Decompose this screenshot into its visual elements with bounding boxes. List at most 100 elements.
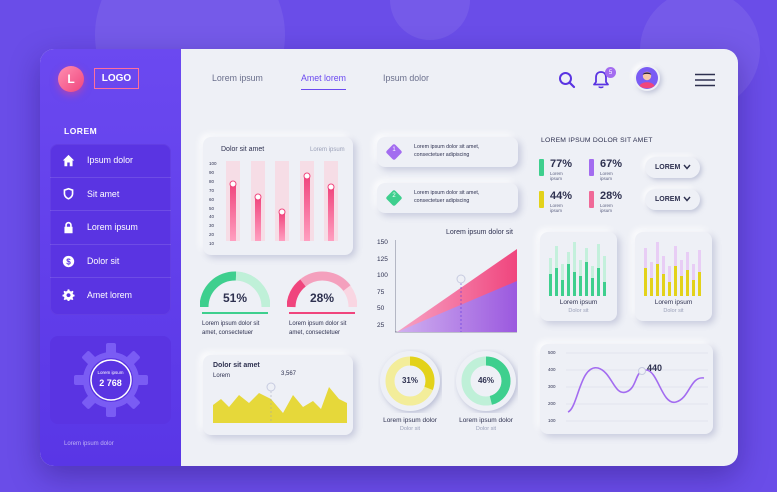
- tick-label: 30: [209, 223, 215, 229]
- bell-icon[interactable]: [592, 70, 610, 90]
- bar-chart: [226, 161, 338, 241]
- tick-label: 500: [548, 350, 556, 355]
- gauge-widget: 28% Lorem ipsum dolor sit amet, consecte…: [286, 269, 358, 336]
- tick-label: 100: [209, 161, 217, 166]
- ring-widget: 46% Lorem ipsum dolor Dolor sit: [454, 349, 518, 434]
- sidebar-section-title: LOREM: [64, 126, 98, 136]
- info-number: 2: [392, 193, 396, 199]
- bar: [279, 212, 285, 241]
- hamburger-menu-icon[interactable]: [694, 73, 716, 87]
- tick-label: 300: [548, 384, 556, 389]
- line-value: 440: [647, 363, 663, 373]
- bar: [230, 184, 236, 241]
- sidebar-item-ipsum-dolor[interactable]: Ipsum dolor: [50, 144, 171, 178]
- stat-value: 28%: [600, 190, 623, 202]
- mini-bar-card: Lorem ipsum Dolor sit: [635, 232, 712, 321]
- gauge-caption: Lorem ipsum dolor sit amet, consectetuer: [289, 321, 347, 336]
- widget-title: Lorem ipsum: [97, 370, 124, 375]
- tick-label: 10: [209, 241, 215, 247]
- sidebar-item-label: Ipsum dolor: [87, 155, 133, 166]
- gauge-value: 51%: [222, 291, 248, 305]
- stat-value: 44%: [550, 190, 573, 202]
- tick-label: 100: [377, 272, 388, 279]
- dashboard-window: L LOGO LOREM Ipsum dolor Sit amet Lorem …: [40, 49, 738, 466]
- ring-value: 46%: [477, 376, 494, 385]
- search-icon[interactable]: [558, 71, 576, 89]
- stat-label: Lorem ipsum: [550, 171, 563, 181]
- area-chart: [395, 240, 517, 333]
- info-line2: consectetuer adipiscing: [414, 152, 470, 158]
- mini-bar-card: Lorem ipsum Dolor sit: [540, 232, 617, 321]
- tick-label: 150: [377, 239, 388, 246]
- sidebar-item-label: Amet lorem: [87, 290, 132, 301]
- sidebar: L LOGO LOREM Ipsum dolor Sit amet Lorem …: [40, 49, 181, 466]
- card-value: 3,567: [281, 371, 297, 377]
- mini-bar-chart: [549, 242, 606, 296]
- ring-subtitle: Dolor sit: [399, 426, 421, 432]
- diamond-icon: [386, 144, 402, 160]
- gauge-value: 28%: [309, 291, 335, 305]
- area-chart-card: Dolor sit amet Lorem 3,567: [203, 355, 353, 435]
- card-label: Lorem: [213, 373, 231, 379]
- gauge-widget: 51% Lorem ipsum dolor sit amet, consecte…: [199, 269, 271, 336]
- info-item[interactable]: 1 Lorem ipsum dolor sit amet, consectetu…: [377, 137, 518, 167]
- dropdown-select[interactable]: LOREM: [645, 157, 700, 178]
- chevron-down-icon: [683, 164, 691, 170]
- bar: [328, 187, 334, 241]
- tick-label: 50: [209, 205, 215, 211]
- tick-label: 50: [377, 305, 385, 312]
- gauge-caption: Lorem ipsum dolor sit amet, consectetuer: [202, 321, 260, 336]
- large-area-chart: Lorem ipsum dolor sit 150 125 100 75 50 25: [375, 227, 525, 337]
- home-icon: [62, 154, 75, 166]
- dropdown-value: LOREM: [655, 164, 681, 171]
- mini-bar-chart: [644, 242, 701, 296]
- tick-label: 200: [548, 401, 556, 406]
- shield-icon: [63, 188, 74, 200]
- card-title: Dolor sit amet: [213, 362, 260, 369]
- card-subtitle: Dolor sit: [663, 308, 684, 314]
- dropdown-select[interactable]: LOREM: [645, 189, 700, 210]
- tick-label: 75: [377, 288, 385, 296]
- chevron-down-icon: [683, 196, 691, 202]
- info-item[interactable]: 2 Lorem ipsum dolor sit amet, consectetu…: [377, 183, 518, 213]
- bar: [304, 176, 310, 241]
- tick-label: 80: [209, 178, 215, 184]
- sidebar-menu: Ipsum dolor Sit amet Lorem ipsum $ Dolor…: [50, 144, 171, 315]
- info-number: 1: [392, 147, 396, 153]
- tab-lorem-ipsum[interactable]: Lorem ipsum: [212, 73, 263, 83]
- area-chart: [213, 382, 347, 423]
- ring-subtitle: Dolor sit: [475, 426, 497, 432]
- tab-ipsum-dolor[interactable]: Ipsum dolor: [383, 73, 429, 83]
- card-title: Dolor sit amet: [221, 146, 265, 153]
- sidebar-item-dolor-sit[interactable]: $ Dolor sit: [50, 245, 171, 279]
- card-subtitle: Lorem ipsum: [310, 147, 345, 153]
- card-title: Lorem ipsum: [559, 299, 598, 306]
- logo-text[interactable]: LOGO: [94, 68, 139, 89]
- sidebar-item-label: Lorem ipsum: [87, 222, 138, 233]
- sidebar-item-amet-lorem[interactable]: Amet lorem: [50, 278, 171, 312]
- sidebar-item-lorem-ipsum[interactable]: Lorem ipsum: [50, 211, 171, 245]
- donut-chart: [456, 351, 516, 411]
- gear-icon: [74, 343, 148, 417]
- tick-label: 25: [377, 321, 385, 329]
- widget-value: 2 768: [99, 378, 122, 388]
- gauge-underline: [202, 312, 268, 314]
- donut-chart: [380, 351, 440, 411]
- ring-widget: 31% Lorem ipsum dolor Dolor sit: [378, 349, 442, 434]
- tick-label: 40: [209, 214, 215, 220]
- line-chart: [566, 352, 708, 422]
- card-title: Lorem ipsum: [654, 299, 693, 306]
- stat-value: 77%: [550, 158, 573, 170]
- tick-label: 70: [209, 187, 215, 193]
- sidebar-item-sit-amet[interactable]: Sit amet: [50, 178, 171, 212]
- tick-label: 125: [377, 255, 388, 263]
- ring-title: Lorem ipsum dolor: [459, 417, 513, 424]
- info-line1: Lorem ipsum dolor sit amet,: [414, 144, 480, 150]
- top-navigation: Lorem ipsum Amet lorem Ipsum dolor 5: [181, 49, 738, 109]
- tab-amet-lorem[interactable]: Amet lorem: [301, 73, 346, 90]
- dollar-icon: $: [62, 255, 75, 267]
- avatar[interactable]: [634, 65, 660, 91]
- dropdown-value: LOREM: [655, 196, 681, 203]
- ring-title: Lorem ipsum dolor: [383, 417, 437, 424]
- lock-icon: [64, 221, 73, 234]
